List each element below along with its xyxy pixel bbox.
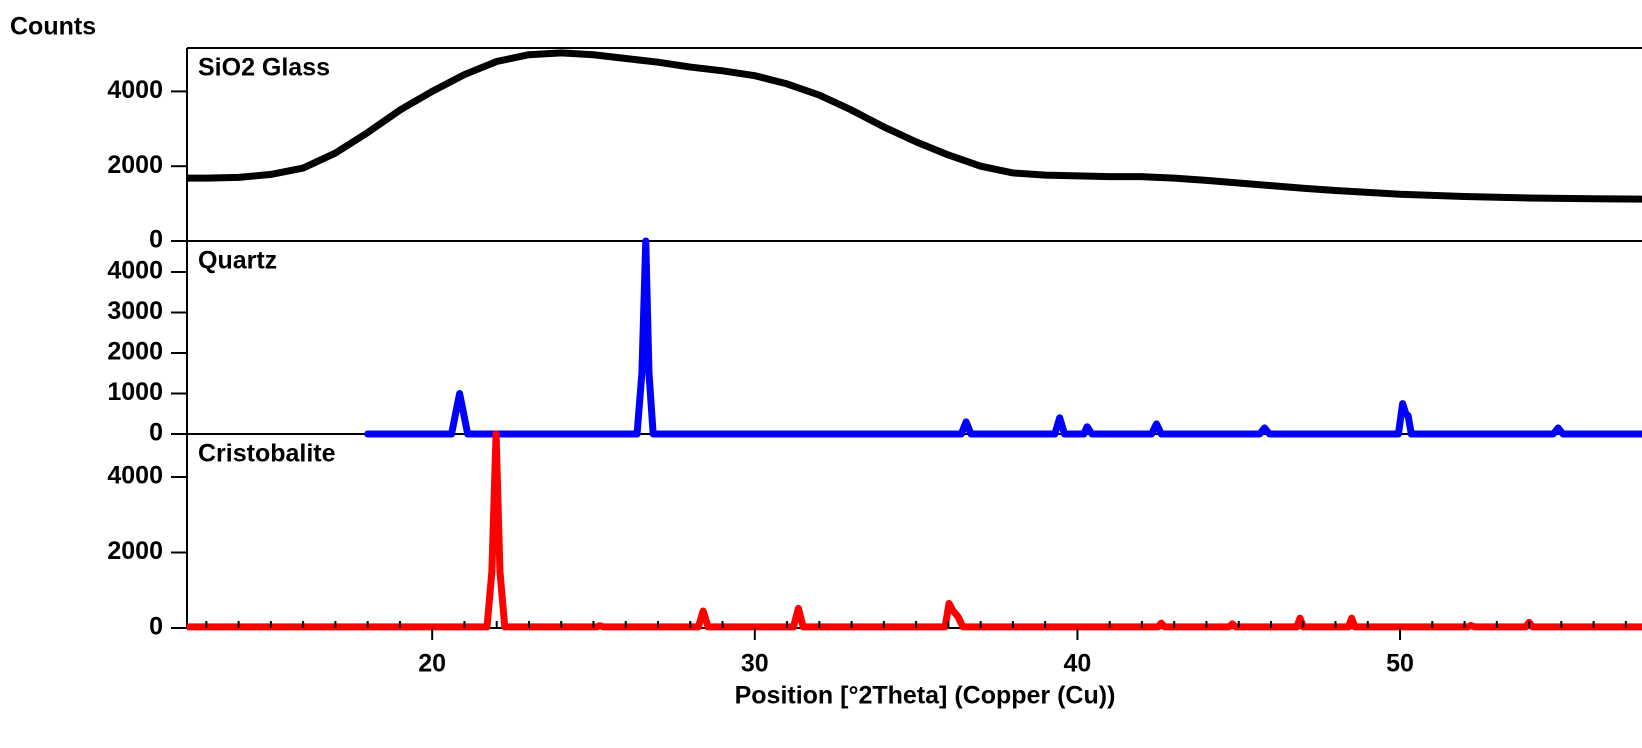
x-tick-label: 40: [1064, 650, 1092, 678]
data-line: [187, 49, 1642, 203]
panel-title: SiO2 Glass: [198, 54, 330, 82]
panel-title: Cristobalite: [198, 440, 336, 468]
y-tick-label: 4000: [107, 257, 163, 285]
x-tick-label: 20: [418, 650, 446, 678]
y-tick-label: 4000: [107, 462, 163, 490]
y-tick-label: 4000: [107, 76, 163, 104]
y-tick-label: 2000: [107, 151, 163, 179]
x-axis-label: Position [°2Theta] (Copper (Cu)): [735, 682, 1116, 710]
data-line: [364, 237, 1642, 438]
panel-title: Quartz: [198, 247, 277, 275]
y-tick-label: 1000: [107, 378, 163, 406]
y-tick-label: 2000: [107, 537, 163, 565]
data-line: [187, 430, 1642, 631]
y-tick-label: 2000: [107, 338, 163, 366]
y-tick-label: 0: [149, 419, 163, 447]
y-tick-label: 0: [149, 226, 163, 254]
y-tick-label: 3000: [107, 297, 163, 325]
x-tick-label: 50: [1386, 650, 1414, 678]
y-axis-label: Counts: [10, 13, 96, 41]
y-tick-label: 0: [149, 613, 163, 641]
x-tick-label: 30: [741, 650, 769, 678]
